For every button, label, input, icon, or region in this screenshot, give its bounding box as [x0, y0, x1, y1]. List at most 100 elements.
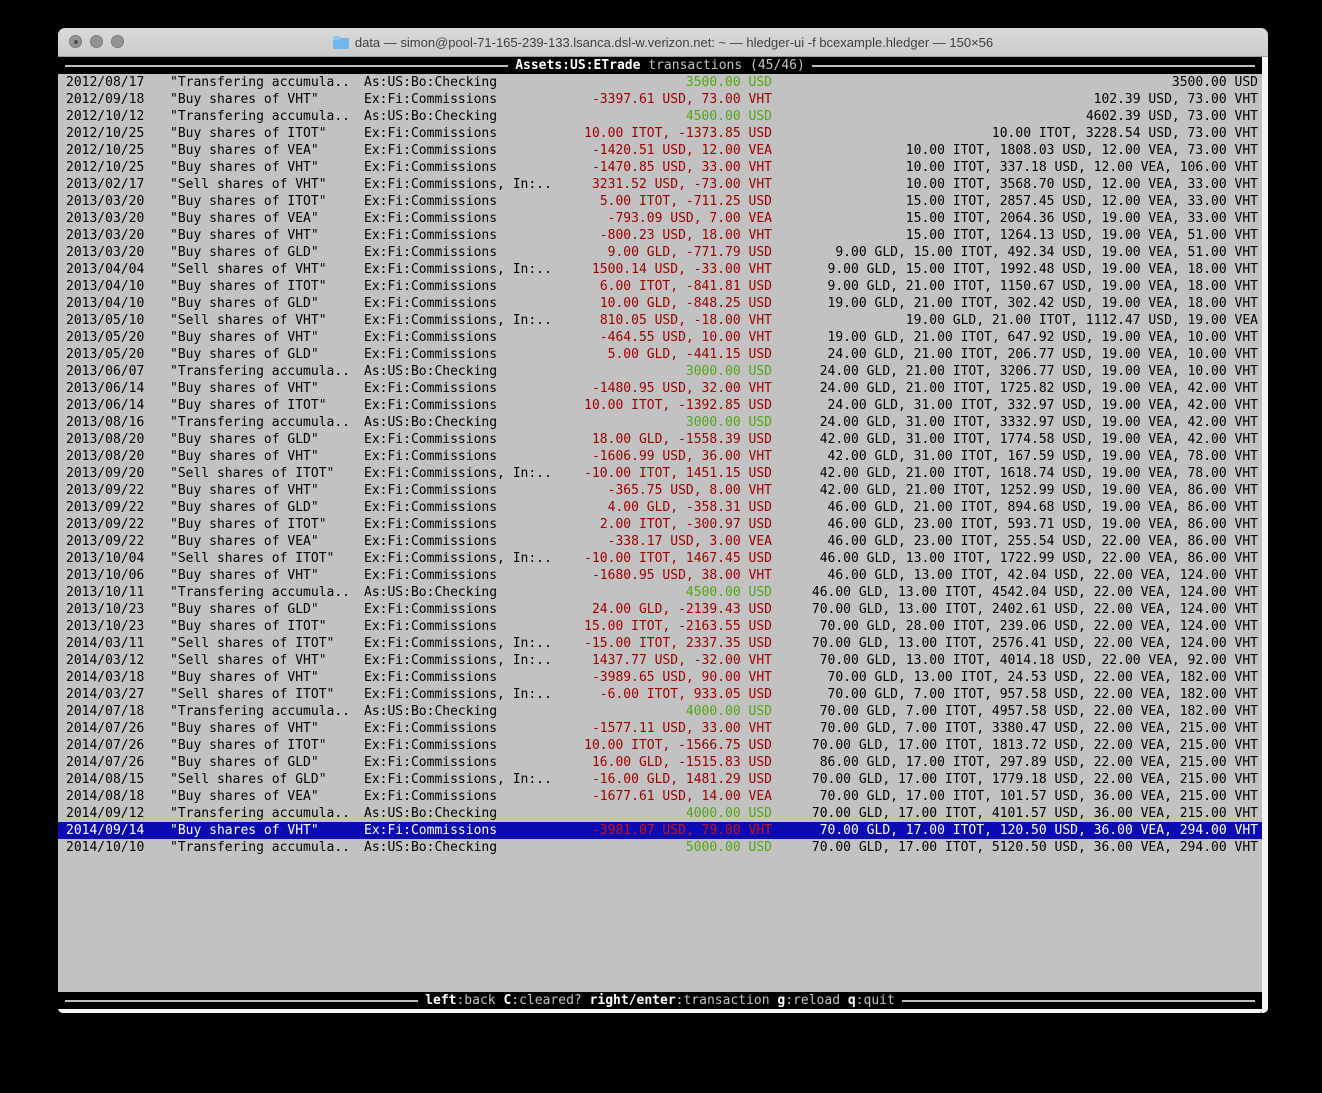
transaction-row[interactable]: 2013/05/10 "Sell shares of VHT" Ex:Fi:Co… [58, 312, 1262, 329]
transaction-amount: 10.00 ITOT, -1566.75 USD [584, 738, 772, 753]
transaction-row[interactable]: 2012/10/25 "Buy shares of VEA" Ex:Fi:Com… [58, 142, 1262, 159]
minimize-button[interactable] [90, 35, 103, 48]
transaction-row[interactable]: 2013/03/20 "Buy shares of ITOT" Ex:Fi:Co… [58, 193, 1262, 210]
transaction-row[interactable]: 2013/09/22 "Buy shares of ITOT" Ex:Fi:Co… [58, 516, 1262, 533]
transaction-row[interactable]: 2013/10/23 "Buy shares of ITOT" Ex:Fi:Co… [58, 618, 1262, 635]
transaction-other-accounts: Ex:Fi:Commissions [364, 823, 498, 838]
transaction-other-accounts: As:US:Bo:Checking [364, 415, 498, 430]
transaction-amount: 16.00 GLD, -1515.83 USD [591, 755, 772, 770]
transaction-row[interactable]: 2013/04/04 "Sell shares of VHT" Ex:Fi:Co… [58, 261, 1262, 278]
transaction-date: 2014/07/26 [66, 755, 145, 770]
transaction-description: "Buy shares of ITOT" [170, 279, 327, 294]
transaction-row[interactable]: 2013/08/20 "Buy shares of GLD" Ex:Fi:Com… [58, 431, 1262, 448]
transaction-row[interactable]: 2014/03/18 "Buy shares of VHT" Ex:Fi:Com… [58, 669, 1262, 686]
transaction-description: "Sell shares of ITOT" [170, 551, 335, 566]
transaction-description: "Transfering accumula.. [170, 585, 351, 600]
transaction-running-balance: 70.00 GLD, 17.00 ITOT, 120.50 USD, 36.00… [819, 823, 1258, 838]
transaction-row[interactable]: 2013/03/20 "Buy shares of VHT" Ex:Fi:Com… [58, 227, 1262, 244]
transaction-amount: 3231.52 USD, -73.00 VHT [591, 177, 772, 192]
transaction-description: "Buy shares of VHT" [170, 160, 319, 175]
transaction-row[interactable]: 2012/10/25 "Buy shares of VHT" Ex:Fi:Com… [58, 159, 1262, 176]
transaction-other-accounts: Ex:Fi:Commissions, In:.. [364, 551, 552, 566]
hint-key: C [503, 993, 512, 1008]
transaction-row[interactable]: 2013/09/22 "Buy shares of VEA" Ex:Fi:Com… [58, 533, 1262, 550]
transaction-date: 2013/03/20 [66, 228, 145, 243]
transaction-other-accounts: Ex:Fi:Commissions [364, 432, 498, 447]
transaction-other-accounts: Ex:Fi:Commissions [364, 296, 498, 311]
transaction-row[interactable]: 2013/03/20 "Buy shares of GLD" Ex:Fi:Com… [58, 244, 1262, 261]
transaction-row[interactable]: 2013/10/11 "Transfering accumula.. As:US… [58, 584, 1262, 601]
transaction-row[interactable]: 2013/05/20 "Buy shares of GLD" Ex:Fi:Com… [58, 346, 1262, 363]
transaction-row[interactable]: 2014/03/11 "Sell shares of ITOT" Ex:Fi:C… [58, 635, 1262, 652]
transaction-row[interactable]: 2014/09/12 "Transfering accumula.. As:US… [58, 805, 1262, 822]
transaction-date: 2013/10/11 [66, 585, 145, 600]
transaction-row[interactable]: 2013/08/16 "Transfering accumula.. As:US… [58, 414, 1262, 431]
transaction-description: "Transfering accumula.. [170, 704, 351, 719]
transaction-running-balance: 70.00 GLD, 13.00 ITOT, 24.53 USD, 22.00 … [827, 670, 1258, 685]
transaction-amount: -10.00 ITOT, 1467.45 USD [584, 551, 772, 566]
transaction-row[interactable]: 2013/05/20 "Buy shares of VHT" Ex:Fi:Com… [58, 329, 1262, 346]
transaction-other-accounts: Ex:Fi:Commissions [364, 245, 498, 260]
transaction-row[interactable]: 2012/08/17 "Transfering accumula.. As:US… [58, 74, 1262, 91]
transaction-row[interactable]: 2012/09/18 "Buy shares of VHT" Ex:Fi:Com… [58, 91, 1262, 108]
transaction-row[interactable]: 2014/07/26 "Buy shares of GLD" Ex:Fi:Com… [58, 754, 1262, 771]
transaction-row[interactable]: 2013/03/20 "Buy shares of VEA" Ex:Fi:Com… [58, 210, 1262, 227]
transaction-row[interactable]: 2014/09/14 "Buy shares of VHT" Ex:Fi:Com… [58, 822, 1262, 839]
scrollbar-track[interactable] [1262, 57, 1268, 1013]
transaction-row[interactable]: 2014/08/18 "Buy shares of VEA" Ex:Fi:Com… [58, 788, 1262, 805]
transaction-other-accounts: Ex:Fi:Commissions [364, 126, 498, 141]
transaction-row[interactable]: 2014/03/12 "Sell shares of VHT" Ex:Fi:Co… [58, 652, 1262, 669]
transaction-row[interactable]: 2014/07/26 "Buy shares of ITOT" Ex:Fi:Co… [58, 737, 1262, 754]
transaction-row[interactable]: 2013/09/22 "Buy shares of GLD" Ex:Fi:Com… [58, 499, 1262, 516]
transaction-description: "Buy shares of VEA" [170, 789, 319, 804]
transaction-date: 2013/09/22 [66, 483, 145, 498]
transaction-running-balance: 70.00 GLD, 7.00 ITOT, 4957.58 USD, 22.00… [819, 704, 1258, 719]
transaction-amount: 4000.00 USD [685, 806, 772, 821]
transaction-row[interactable]: 2013/04/10 "Buy shares of ITOT" Ex:Fi:Co… [58, 278, 1262, 295]
transaction-row[interactable]: 2013/04/10 "Buy shares of GLD" Ex:Fi:Com… [58, 295, 1262, 312]
transaction-row[interactable]: 2014/07/18 "Transfering accumula.. As:US… [58, 703, 1262, 720]
transaction-date: 2013/10/04 [66, 551, 145, 566]
transaction-amount: -1606.99 USD, 36.00 VHT [591, 449, 772, 464]
transaction-amount: -1420.51 USD, 12.00 VEA [591, 143, 772, 158]
transaction-row[interactable]: 2014/10/10 "Transfering accumula.. As:US… [58, 839, 1262, 856]
window-titlebar[interactable]: data — simon@pool-71-165-239-133.lsanca.… [58, 28, 1268, 57]
transaction-running-balance: 4602.39 USD, 73.00 VHT [1085, 109, 1258, 124]
transaction-date: 2014/09/12 [66, 806, 145, 821]
transaction-row[interactable]: 2014/03/27 "Sell shares of ITOT" Ex:Fi:C… [58, 686, 1262, 703]
transaction-row[interactable]: 2013/06/14 "Buy shares of ITOT" Ex:Fi:Co… [58, 397, 1262, 414]
transaction-description: "Buy shares of GLD" [170, 296, 319, 311]
transaction-row[interactable]: 2013/10/04 "Sell shares of ITOT" Ex:Fi:C… [58, 550, 1262, 567]
transaction-running-balance: 42.00 GLD, 21.00 ITOT, 1618.74 USD, 19.0… [819, 466, 1258, 481]
transaction-row[interactable]: 2013/06/07 "Transfering accumula.. As:US… [58, 363, 1262, 380]
transaction-amount: 1437.77 USD, -32.00 VHT [591, 653, 772, 668]
transaction-row[interactable]: 2013/10/06 "Buy shares of VHT" Ex:Fi:Com… [58, 567, 1262, 584]
transaction-row[interactable]: 2012/10/25 "Buy shares of ITOT" Ex:Fi:Co… [58, 125, 1262, 142]
transaction-row[interactable]: 2013/06/14 "Buy shares of VHT" Ex:Fi:Com… [58, 380, 1262, 397]
transaction-amount: -15.00 ITOT, 2337.35 USD [584, 636, 772, 651]
transaction-row[interactable]: 2014/07/26 "Buy shares of VHT" Ex:Fi:Com… [58, 720, 1262, 737]
transaction-row[interactable]: 2013/02/17 "Sell shares of VHT" Ex:Fi:Co… [58, 176, 1262, 193]
transaction-row[interactable]: 2014/08/15 "Sell shares of GLD" Ex:Fi:Co… [58, 771, 1262, 788]
close-button[interactable] [69, 35, 82, 48]
transaction-row[interactable]: 2012/10/12 "Transfering accumula.. As:US… [58, 108, 1262, 125]
transaction-running-balance: 46.00 GLD, 21.00 ITOT, 894.68 USD, 19.00… [827, 500, 1258, 515]
transaction-row[interactable]: 2013/09/22 "Buy shares of VHT" Ex:Fi:Com… [58, 482, 1262, 499]
transaction-description: "Buy shares of VHT" [170, 330, 319, 345]
transaction-description: "Sell shares of VHT" [170, 313, 327, 328]
transaction-other-accounts: Ex:Fi:Commissions [364, 279, 498, 294]
hint-key: q [847, 993, 856, 1008]
top-bar-rule-right [811, 64, 1256, 67]
transaction-row[interactable]: 2013/09/20 "Sell shares of ITOT" Ex:Fi:C… [58, 465, 1262, 482]
transaction-other-accounts: Ex:Fi:Commissions [364, 483, 498, 498]
transaction-list: 2012/08/17 "Transfering accumula.. As:US… [58, 74, 1262, 856]
transaction-running-balance: 46.00 GLD, 13.00 ITOT, 42.04 USD, 22.00 … [827, 568, 1258, 583]
transaction-running-balance: 10.00 ITOT, 337.18 USD, 12.00 VEA, 106.0… [905, 160, 1258, 175]
key-hints: left:back C:cleared? right/enter:transac… [425, 993, 895, 1008]
zoom-button[interactable] [111, 35, 124, 48]
transaction-description: "Buy shares of VHT" [170, 449, 319, 464]
transaction-date: 2013/04/04 [66, 262, 145, 277]
transaction-row[interactable]: 2013/10/23 "Buy shares of GLD" Ex:Fi:Com… [58, 601, 1262, 618]
transaction-row[interactable]: 2013/08/20 "Buy shares of VHT" Ex:Fi:Com… [58, 448, 1262, 465]
transaction-description: "Sell shares of ITOT" [170, 687, 335, 702]
